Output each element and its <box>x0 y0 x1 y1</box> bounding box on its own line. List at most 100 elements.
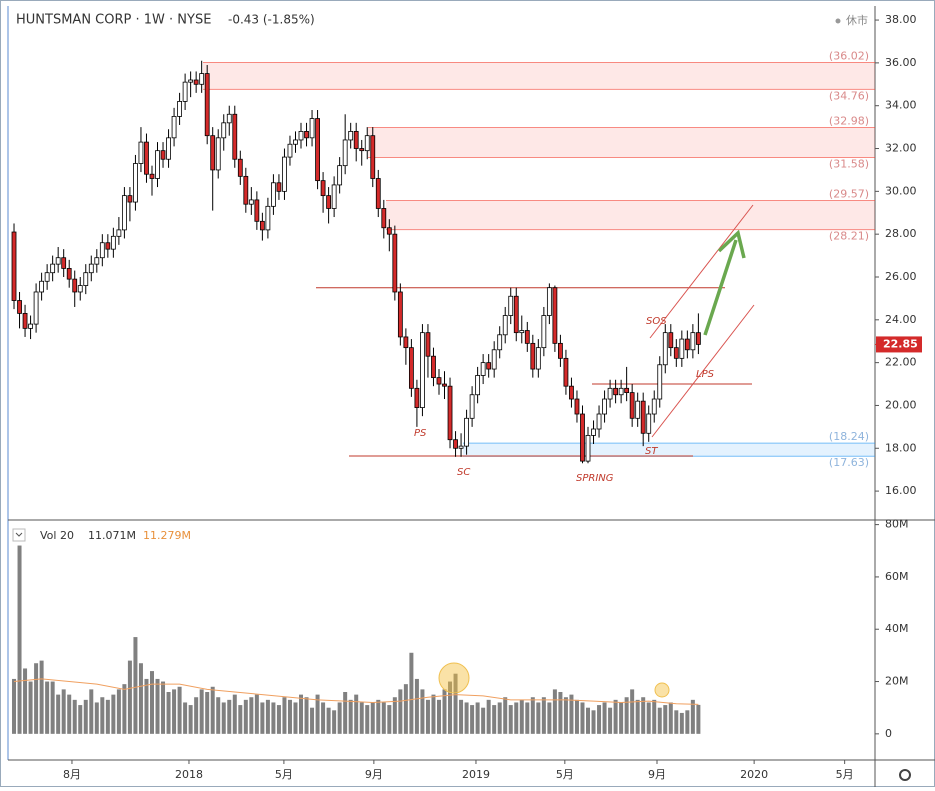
volume-bar <box>574 699 579 734</box>
volume-bar <box>343 692 348 734</box>
zone <box>386 200 875 230</box>
candle-body <box>469 394 475 419</box>
y-tick-label: 22.00 <box>885 356 917 369</box>
volume-bar <box>321 702 326 734</box>
candle-body <box>624 387 630 394</box>
zone-label: (17.63) <box>829 456 869 469</box>
chart-title: HUNTSMAN CORP · 1W · NYSE <box>16 13 211 28</box>
volume-bar <box>597 705 602 734</box>
candle-body <box>171 116 177 139</box>
candle-body <box>558 342 563 359</box>
volume-bar <box>194 697 199 734</box>
volume-bar <box>519 699 524 734</box>
y-tick-label: 80M <box>885 518 909 531</box>
volume-bar <box>243 699 248 734</box>
zone-label: (28.21) <box>829 230 869 243</box>
volume-bar <box>149 671 154 734</box>
volume-bar <box>39 660 44 734</box>
candle-body <box>110 235 116 250</box>
candle-body <box>602 398 607 415</box>
candle-body <box>662 332 668 366</box>
candle-body <box>591 428 596 436</box>
candle-body <box>502 315 508 336</box>
candle-body <box>684 338 690 351</box>
candle-body <box>431 355 436 379</box>
highlight <box>654 682 670 698</box>
volume-bar <box>613 699 618 734</box>
volume-bar <box>111 694 116 734</box>
volume-bar <box>591 710 596 734</box>
candle-body <box>453 439 458 449</box>
collapse-button[interactable] <box>12 528 26 542</box>
candle-body <box>436 377 442 385</box>
volume-name: Vol 20 <box>40 529 74 542</box>
highlight <box>438 662 470 694</box>
volume-last: 11.071M <box>88 529 136 542</box>
volume-bar <box>646 702 651 734</box>
volume-bar <box>227 699 232 734</box>
candle-body <box>673 347 679 359</box>
candle-body <box>640 400 646 434</box>
candle-body <box>629 392 635 419</box>
volume-bar <box>210 686 215 734</box>
zone-label: (31.58) <box>829 158 869 171</box>
volume-bar <box>420 689 425 734</box>
candle-body <box>425 332 431 357</box>
candle-body <box>287 143 293 158</box>
volume-bar <box>293 702 298 734</box>
candle-body <box>420 332 425 408</box>
volume-bar <box>459 699 464 734</box>
x-tick-label: 2019 <box>462 768 490 781</box>
volume-bar <box>205 692 210 734</box>
candle-body <box>248 199 254 205</box>
candle-body <box>182 81 188 102</box>
status-dot <box>835 18 841 24</box>
volume-bar <box>624 697 629 734</box>
annotation: SC <box>457 467 470 478</box>
volume-bar <box>50 681 55 734</box>
volume-bar <box>116 689 121 734</box>
candle-body <box>657 364 663 400</box>
volume-bar <box>464 702 469 734</box>
volume-ma: 11.279M <box>143 529 191 542</box>
volume-bar <box>492 705 497 734</box>
candle-body <box>513 295 519 334</box>
volume-bar <box>166 692 171 734</box>
candle-body <box>193 79 199 85</box>
y-tick-label: 20M <box>885 675 909 688</box>
volume-bar <box>558 692 563 734</box>
candle-body <box>353 130 359 149</box>
candle-body <box>546 287 552 316</box>
volume-bar <box>155 678 160 734</box>
volume-bar <box>188 705 193 734</box>
volume-bar <box>497 702 502 734</box>
zone-label: (36.02) <box>829 49 869 62</box>
arrow-head <box>717 229 746 259</box>
volume-bar <box>359 702 364 734</box>
volume-bar <box>172 689 177 734</box>
candle-body <box>55 257 61 265</box>
volume-bar <box>514 702 519 734</box>
candle-body <box>144 141 149 175</box>
candle-body <box>569 385 574 400</box>
x-tick-label: 9月 <box>365 768 383 781</box>
x-tick-label: 5月 <box>275 768 293 781</box>
x-tick-label: 9月 <box>648 768 666 781</box>
zone-label: (34.76) <box>829 89 869 102</box>
candle-body <box>282 156 287 192</box>
volume-bar <box>541 697 546 734</box>
y-tick-label: 16.00 <box>885 484 917 497</box>
settings-icon[interactable] <box>899 769 911 781</box>
volume-bar <box>586 707 591 734</box>
candle-body <box>320 180 326 197</box>
candle-body <box>232 113 238 160</box>
candle-body <box>480 362 486 376</box>
volume-bar <box>376 699 381 734</box>
volume-bar <box>619 702 624 734</box>
candle-body <box>326 195 332 209</box>
volume-bar <box>536 702 541 734</box>
volume-bar <box>94 702 99 734</box>
candle-body <box>215 137 221 171</box>
candle-body <box>447 385 453 441</box>
